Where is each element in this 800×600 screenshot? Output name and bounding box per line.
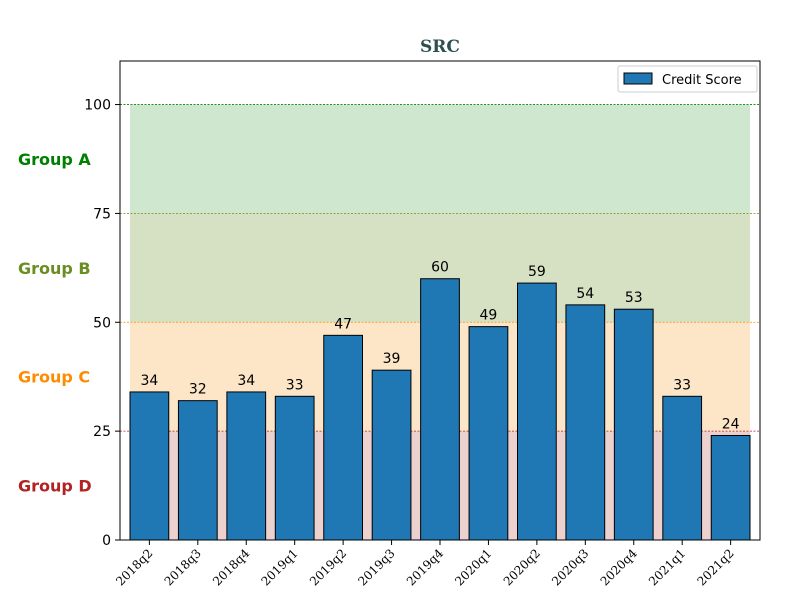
x-tick-label: 2019q4 (404, 546, 447, 589)
bar-2020q1 (468, 326, 509, 541)
x-tick-label: 2020q1 (452, 546, 494, 588)
bar-2020q3 (565, 304, 606, 541)
legend-box (617, 65, 758, 93)
x-tick-label: 2020q2 (501, 546, 543, 588)
bar-value-label: 47 (334, 316, 352, 332)
bar-2019q1 (274, 395, 315, 541)
bar-value-label: 33 (673, 377, 691, 393)
bar-value-label: 34 (237, 373, 255, 389)
x-tick-label: 2021q1 (646, 546, 688, 588)
bar-2019q3 (371, 369, 412, 541)
bar-value-label: 54 (576, 286, 594, 302)
group-label: Group D (18, 477, 92, 496)
legend: Credit Score (617, 65, 758, 93)
x-tick-label: 2018q4 (210, 546, 253, 589)
bar-2021q1 (662, 395, 703, 541)
x-tick-label: 2018q3 (162, 546, 204, 588)
legend-swatch (623, 72, 653, 85)
bar-value-label: 39 (383, 351, 401, 367)
bar-value-label: 34 (140, 373, 158, 389)
group-label: Group A (18, 150, 91, 169)
bar-2018q3 (177, 400, 218, 541)
y-tick-label: 0 (102, 533, 111, 549)
y-tick-label: 100 (84, 98, 111, 114)
bar-value-label: 24 (722, 416, 740, 432)
bar-value-label: 53 (625, 290, 643, 306)
x-tick-label: 2018q2 (113, 546, 155, 588)
bar-value-label: 33 (286, 377, 304, 393)
x-tick-label: 2019q2 (307, 546, 349, 588)
bar-2020q2 (517, 282, 557, 541)
group-labels: Group A Group B Group C Group D (18, 150, 92, 496)
bar-2019q2 (323, 334, 363, 541)
y-tick-label: 25 (93, 424, 111, 440)
x-tick-label: 2021q2 (694, 546, 736, 588)
band-group-a (130, 104, 750, 214)
bar-2019q4 (420, 278, 460, 541)
bar-value-label: 32 (189, 382, 207, 398)
y-tick-label: 50 (93, 315, 111, 331)
chart-title: SRC (420, 37, 460, 57)
bar-value-label: 59 (528, 264, 546, 280)
bar-2021q2 (710, 434, 751, 541)
bar-value-label: 49 (480, 308, 498, 324)
y-tick-label: 75 (93, 206, 111, 222)
x-tick-label: 2020q3 (549, 546, 591, 588)
bar-series: 34 32 34 33 47 39 60 49 59 54 53 33 24 (129, 260, 751, 541)
bar-2018q2 (129, 391, 170, 541)
group-label: Group B (18, 259, 91, 278)
bar-2020q4 (613, 308, 654, 541)
bar-2018q4 (226, 391, 267, 541)
bar-value-label: 60 (431, 260, 449, 276)
legend-label: Credit Score (662, 73, 742, 88)
x-tick-label: 2019q1 (258, 546, 300, 588)
group-label: Group C (18, 368, 90, 387)
x-tick-label: 2020q4 (598, 546, 641, 589)
x-tick-label: 2019q3 (355, 546, 397, 588)
